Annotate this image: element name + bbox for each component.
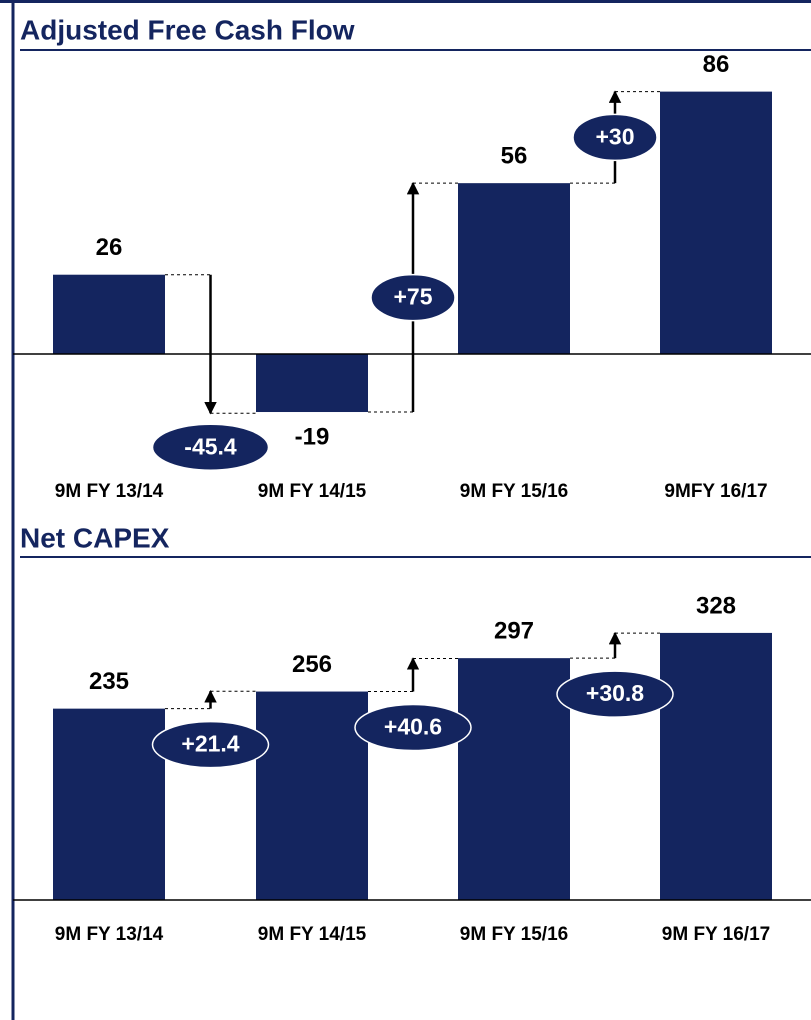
value-label: 256 <box>292 651 332 678</box>
value-label: 56 <box>501 143 528 170</box>
bar <box>458 658 570 900</box>
change-label: -45.4 <box>184 433 237 459</box>
change-bubble <box>354 703 472 752</box>
change-label: +75 <box>393 284 432 310</box>
change-label: +40.6 <box>384 714 442 740</box>
bar <box>660 91 772 355</box>
change-label: +21.4 <box>181 731 239 757</box>
chart-title: Net CAPEX <box>20 522 170 553</box>
value-label: 235 <box>89 668 129 695</box>
category-label: 9M FY 13/14 <box>55 481 164 502</box>
change-bubble <box>151 720 270 769</box>
value-label: 26 <box>96 234 123 261</box>
category-label: 9MFY 16/17 <box>664 481 767 502</box>
bar <box>458 183 570 355</box>
change-label: +30 <box>595 123 634 149</box>
change-bubble <box>556 670 674 718</box>
bar <box>53 708 165 900</box>
value-label: -19 <box>295 423 330 450</box>
bar <box>660 632 772 900</box>
change-bubble <box>151 423 270 471</box>
bar <box>53 274 165 355</box>
value-label: 297 <box>494 618 534 645</box>
chart-title: Adjusted Free Cash Flow <box>20 14 355 45</box>
category-label: 9M FY 13/14 <box>55 924 164 945</box>
category-label: 9M FY 16/17 <box>662 924 770 945</box>
value-label: 86 <box>703 51 730 78</box>
category-label: 9M FY 14/15 <box>258 924 367 945</box>
change-bubble <box>572 113 658 162</box>
category-label: 9M FY 15/16 <box>460 481 568 502</box>
bar <box>256 691 368 900</box>
change-label: +30.8 <box>586 680 644 706</box>
bar <box>256 354 368 413</box>
category-label: 9M FY 14/15 <box>258 481 367 502</box>
change-bubble <box>370 273 456 322</box>
category-label: 9M FY 15/16 <box>460 924 568 945</box>
value-label: 328 <box>696 592 736 619</box>
